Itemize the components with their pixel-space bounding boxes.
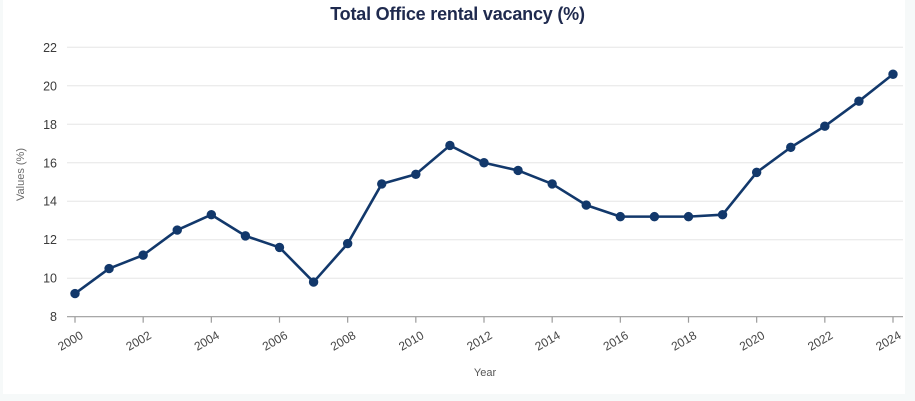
data-point-2007[interactable] — [308, 277, 319, 287]
data-point-2017[interactable] — [649, 211, 660, 222]
data-point-2010[interactable] — [411, 169, 421, 180]
data-point-2014[interactable] — [547, 179, 557, 189]
data-point-2009[interactable] — [377, 179, 387, 189]
x-tick-label: 2012 — [464, 328, 494, 354]
data-point-2024[interactable] — [888, 69, 898, 79]
x-axis-title: Year — [473, 367, 497, 379]
x-tick-label: 2000 — [55, 328, 85, 354]
data-point-2006[interactable] — [274, 242, 285, 253]
x-tick-label: 2010 — [396, 328, 426, 354]
data-point-2004[interactable] — [206, 210, 217, 220]
data-point-2011[interactable] — [445, 140, 455, 151]
y-tick-label: 10 — [43, 272, 57, 286]
x-tick-label: 2022 — [805, 328, 835, 354]
data-point-2005[interactable] — [240, 231, 251, 241]
x-tick-label: 2002 — [124, 328, 154, 354]
x-tick-label: 2008 — [328, 328, 358, 354]
data-point-2023[interactable] — [854, 96, 864, 106]
data-point-2002[interactable] — [138, 250, 148, 260]
data-point-2018[interactable] — [683, 211, 694, 222]
data-point-2020[interactable] — [751, 167, 762, 178]
data-point-2015[interactable] — [581, 200, 591, 210]
y-tick-label: 12 — [43, 233, 57, 247]
data-point-2016[interactable] — [615, 211, 626, 222]
data-point-2001[interactable] — [104, 263, 114, 274]
y-tick-label: 14 — [43, 195, 57, 209]
data-point-2013[interactable] — [513, 165, 523, 176]
data-point-2003[interactable] — [172, 225, 182, 235]
data-point-2008[interactable] — [342, 238, 353, 249]
y-tick-label: 22 — [43, 41, 57, 55]
data-point-2000[interactable] — [70, 288, 80, 299]
x-tick-label: 2014 — [533, 328, 563, 354]
y-tick-label: 18 — [43, 118, 57, 132]
chart-title: Total Office rental vacancy (%) — [330, 4, 585, 24]
data-point-2019[interactable] — [717, 210, 728, 220]
x-tick-label: 2006 — [260, 328, 290, 354]
data-point-2012[interactable] — [479, 158, 489, 168]
x-tick-label: 2020 — [737, 328, 767, 354]
x-tick-label: 2024 — [873, 328, 903, 354]
x-tick-label: 2016 — [601, 328, 631, 354]
x-tick-label: 2018 — [669, 328, 699, 354]
y-tick-label: 20 — [43, 79, 57, 93]
x-tick-label: 2004 — [192, 328, 222, 354]
data-point-2022[interactable] — [820, 121, 830, 131]
data-point-2021[interactable] — [786, 142, 796, 153]
y-tick-label: 16 — [43, 156, 57, 170]
y-tick-label: 8 — [50, 310, 57, 324]
vacancy-trend-line — [73, 72, 895, 295]
chart-card — [3, 0, 905, 394]
